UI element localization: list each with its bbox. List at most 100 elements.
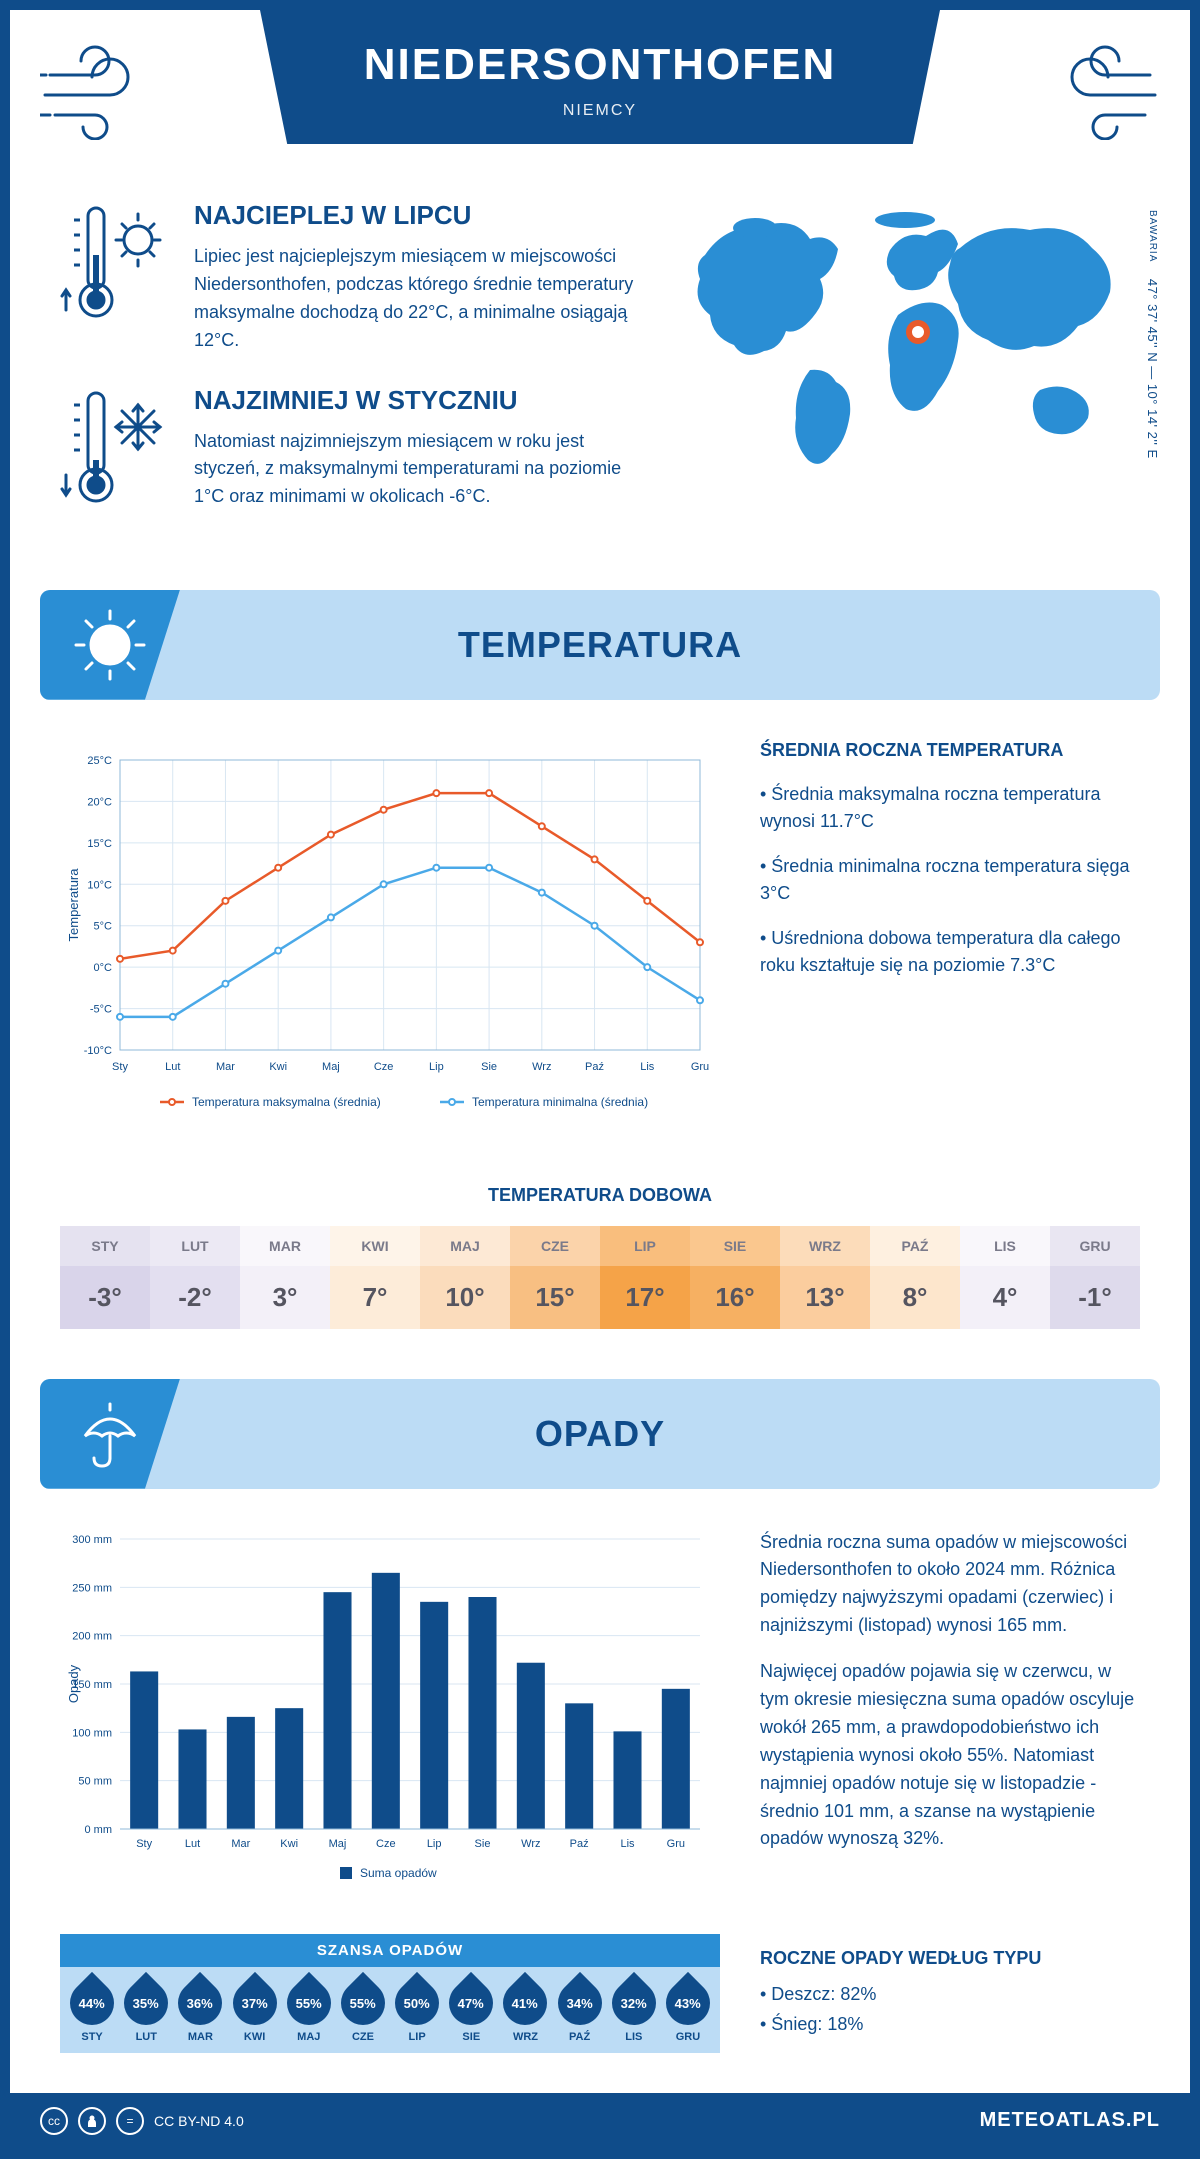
- daily-temp-cell: LIS4°: [960, 1226, 1050, 1329]
- svg-text:Mar: Mar: [216, 1061, 235, 1073]
- precip-type-block: ROCZNE OPADY WEDŁUG TYPU • Deszcz: 82%• …: [760, 1934, 1140, 2053]
- daily-temp-value: 13°: [780, 1266, 870, 1329]
- raindrop-icon: 50%: [386, 1971, 448, 2033]
- precipitation-text: Średnia roczna suma opadów w miejscowośc…: [760, 1529, 1140, 1894]
- daily-temp-value: 7°: [330, 1266, 420, 1329]
- chance-cell: 47%SIE: [445, 1981, 497, 2043]
- temperature-title: TEMPERATURA: [458, 624, 742, 666]
- daily-temp-value: 17°: [600, 1266, 690, 1329]
- coordinates: BAWARIA 47° 37' 45'' N — 10° 14' 2'' E: [1145, 210, 1160, 459]
- precip-type-heading: ROCZNE OPADY WEDŁUG TYPU: [760, 1948, 1140, 1969]
- svg-text:-10°C: -10°C: [84, 1045, 112, 1057]
- svg-text:Lip: Lip: [427, 1838, 442, 1850]
- svg-text:50 mm: 50 mm: [78, 1775, 112, 1787]
- svg-text:10°C: 10°C: [87, 879, 112, 891]
- svg-text:Kwi: Kwi: [269, 1061, 287, 1073]
- daily-temp-month: MAR: [240, 1226, 330, 1266]
- daily-temp-cell: SIE16°: [690, 1226, 780, 1329]
- svg-text:Sty: Sty: [112, 1061, 128, 1073]
- daily-temp-cell: LIP17°: [600, 1226, 690, 1329]
- chance-cell: 55%CZE: [337, 1981, 389, 2043]
- chance-cell: 32%LIS: [608, 1981, 660, 2043]
- raindrop-icon: 55%: [278, 1971, 340, 2033]
- svg-text:Maj: Maj: [322, 1061, 340, 1073]
- chance-month-label: CZE: [337, 2031, 389, 2043]
- chance-cell: 44%STY: [66, 1981, 118, 2043]
- svg-text:-5°C: -5°C: [90, 1003, 112, 1015]
- chance-cell: 34%PAŹ: [554, 1981, 606, 2043]
- chance-month-label: LIP: [391, 2031, 443, 2043]
- raindrop-icon: 55%: [332, 1971, 394, 2033]
- raindrop-icon: 41%: [494, 1971, 556, 2033]
- svg-text:Mar: Mar: [231, 1838, 250, 1850]
- svg-text:100 mm: 100 mm: [72, 1727, 112, 1739]
- svg-text:Suma opadów: Suma opadów: [360, 1866, 437, 1880]
- hottest-text: Lipiec jest najcieplejszym miesiącem w m…: [194, 243, 650, 355]
- svg-text:250 mm: 250 mm: [72, 1582, 112, 1594]
- svg-text:0°C: 0°C: [94, 962, 113, 974]
- nd-icon: =: [116, 2107, 144, 2135]
- svg-text:Paź: Paź: [585, 1061, 604, 1073]
- chance-month-label: MAJ: [283, 2031, 335, 2043]
- raindrop-icon: 34%: [549, 1971, 611, 2033]
- svg-text:Sie: Sie: [475, 1838, 491, 1850]
- daily-temp-cell: PAŹ8°: [870, 1226, 960, 1329]
- svg-text:Temperatura: Temperatura: [66, 867, 81, 941]
- precip-para-2: Najwięcej opadów pojawia się w czerwcu, …: [760, 1658, 1140, 1853]
- svg-text:Lut: Lut: [165, 1061, 180, 1073]
- cc-icon: cc: [40, 2107, 68, 2135]
- temperature-annual-text: ŚREDNIA ROCZNA TEMPERATURA • Średnia mak…: [760, 740, 1140, 1125]
- thermometer-hot-icon: [60, 200, 170, 355]
- lat-label: 47° 37' 45'' N: [1145, 279, 1160, 362]
- svg-text:5°C: 5°C: [94, 920, 113, 932]
- header-banner: NIEDERSONTHOFEN NIEMCY: [260, 10, 940, 144]
- raindrop-icon: 43%: [657, 1971, 719, 2033]
- daily-temp-cell: MAR3°: [240, 1226, 330, 1329]
- svg-text:Wrz: Wrz: [521, 1838, 540, 1850]
- raindrop-icon: 44%: [61, 1971, 123, 2033]
- svg-text:Temperatura maksymalna (średni: Temperatura maksymalna (średnia): [192, 1095, 381, 1109]
- daily-temp-value: 3°: [240, 1266, 330, 1329]
- chance-month-label: LUT: [120, 2031, 172, 2043]
- hottest-month-block: NAJCIEPLEJ W LIPCU Lipiec jest najcieple…: [60, 200, 650, 355]
- temperature-section-header: TEMPERATURA: [40, 590, 1160, 700]
- location-title: NIEDERSONTHOFEN: [280, 40, 920, 90]
- daily-temp-month: MAJ: [420, 1226, 510, 1266]
- daily-temp-value: 15°: [510, 1266, 600, 1329]
- chance-cell: 36%MAR: [174, 1981, 226, 2043]
- country-label: NIEMCY: [280, 102, 920, 120]
- daily-temp-value: -1°: [1050, 1266, 1140, 1329]
- sun-icon: [40, 590, 180, 700]
- raindrop-icon: 47%: [440, 1971, 502, 2033]
- precipitation-chart: 0 mm50 mm100 mm150 mm200 mm250 mm300 mmS…: [60, 1529, 720, 1894]
- annual-temp-heading: ŚREDNIA ROCZNA TEMPERATURA: [760, 740, 1140, 761]
- svg-text:Sie: Sie: [481, 1061, 497, 1073]
- chance-month-label: KWI: [229, 2031, 281, 2043]
- svg-text:Lis: Lis: [640, 1061, 655, 1073]
- temperature-row: -10°C-5°C0°C5°C10°C15°C20°C25°CStyLutMar…: [10, 700, 1190, 1165]
- daily-temp-value: -2°: [150, 1266, 240, 1329]
- daily-temp-value: 16°: [690, 1266, 780, 1329]
- coldest-heading: NAJZIMNIEJ W STYCZNIU: [194, 385, 650, 416]
- site-label: METEOATLAS.PL: [980, 2109, 1160, 2132]
- world-map-block: BAWARIA 47° 37' 45'' N — 10° 14' 2'' E: [680, 200, 1140, 550]
- annual-temp-bullet: • Średnia minimalna roczna temperatura s…: [760, 853, 1140, 907]
- daily-temp-month: STY: [60, 1226, 150, 1266]
- license-block: cc = CC BY-ND 4.0: [40, 2107, 244, 2135]
- daily-temp-cell: STY-3°: [60, 1226, 150, 1329]
- hottest-heading: NAJCIEPLEJ W LIPCU: [194, 200, 650, 231]
- chance-cell: 43%GRU: [662, 1981, 714, 2043]
- daily-temp-cell: KWI7°: [330, 1226, 420, 1329]
- raindrop-icon: 32%: [603, 1971, 665, 2033]
- daily-temp-month: GRU: [1050, 1226, 1140, 1266]
- daily-temp-month: CZE: [510, 1226, 600, 1266]
- daily-temp-value: 10°: [420, 1266, 510, 1329]
- raindrop-icon: 36%: [169, 1971, 231, 2033]
- svg-text:25°C: 25°C: [87, 755, 112, 767]
- precipitation-title: OPADY: [535, 1413, 665, 1455]
- daily-temp-table: STY-3°LUT-2°MAR3°KWI7°MAJ10°CZE15°LIP17°…: [60, 1226, 1140, 1329]
- thermometer-cold-icon: [60, 385, 170, 520]
- svg-text:Gru: Gru: [667, 1838, 685, 1850]
- daily-temp-cell: LUT-2°: [150, 1226, 240, 1329]
- daily-temp-heading: TEMPERATURA DOBOWA: [10, 1185, 1190, 1206]
